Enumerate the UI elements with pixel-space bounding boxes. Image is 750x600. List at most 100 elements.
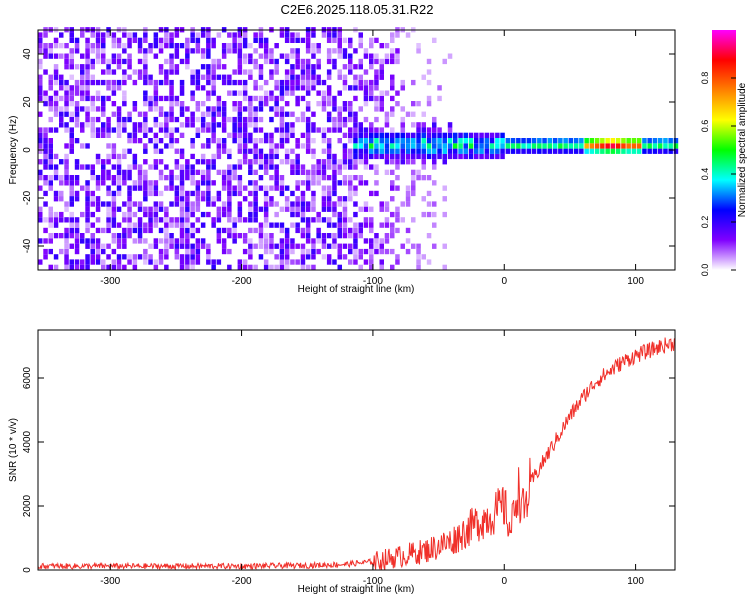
spectrogram-cell — [358, 74, 363, 80]
spectrogram-cell — [153, 259, 159, 265]
spectrogram-cell — [316, 180, 321, 186]
spectrogram-cell — [200, 143, 206, 149]
spectrogram-cell — [311, 248, 316, 255]
spectrogram-cell — [342, 143, 348, 149]
spectrogram-cell — [316, 217, 321, 223]
spectrogram-cell — [358, 233, 363, 239]
spectrogram-cell — [64, 53, 69, 59]
spectrogram-cell — [48, 43, 53, 49]
spectrogram-cell — [353, 201, 358, 207]
spectrogram-cell — [316, 233, 321, 239]
spectrogram-cell — [584, 148, 589, 154]
spectrogram-cell — [158, 227, 164, 234]
spectrogram-cell — [374, 153, 379, 160]
spectrogram-cell — [321, 201, 327, 207]
spectrogram-cell — [206, 164, 211, 170]
spectrogram-cell — [284, 148, 290, 154]
spectrogram-cell — [369, 164, 374, 170]
spectrogram-cell — [242, 122, 248, 128]
x-tick-label: 0 — [501, 576, 507, 587]
spectrogram-cell — [106, 190, 111, 197]
spectrogram-cell — [211, 116, 216, 123]
spectrogram-cell — [279, 227, 285, 234]
spectrogram-cell — [153, 79, 159, 86]
spectrogram-cell — [321, 95, 327, 102]
spectrogram-cell — [295, 259, 300, 265]
spectrogram-cell — [143, 79, 148, 86]
spectrogram-cell — [127, 259, 132, 265]
spectrogram-cell — [348, 185, 353, 191]
spectrogram-cell — [106, 85, 111, 91]
spectrogram-cell — [106, 122, 111, 128]
spectrogram-cell — [453, 138, 458, 144]
spectrogram-cell — [652, 143, 658, 149]
spectrogram-cell — [263, 233, 269, 239]
spectrogram-cell — [111, 43, 117, 49]
spectrogram-cell — [279, 138, 285, 144]
spectrogram-cell — [169, 101, 174, 107]
spectrogram-cell — [384, 90, 390, 96]
spectrogram-cell — [237, 48, 243, 54]
spectrogram-cell — [337, 264, 342, 270]
spectrogram-cell — [143, 159, 148, 165]
spectrogram-cell — [594, 148, 600, 154]
spectrogram-cell — [158, 190, 164, 197]
spectrogram-cell — [127, 74, 132, 80]
spectrogram-cell — [174, 164, 180, 170]
spectrogram-cell — [74, 111, 80, 117]
spectrogram-cell — [337, 164, 342, 170]
spectrogram-cell — [253, 159, 258, 165]
spectrogram-cell — [64, 43, 69, 49]
spectrogram-cell — [432, 127, 437, 133]
spectrogram-cell — [237, 127, 243, 133]
spectrogram-cell — [153, 148, 159, 154]
spectrogram-cell — [248, 138, 253, 144]
spectrogram-cell — [158, 159, 164, 165]
spectrogram-cell — [85, 48, 90, 54]
spectrogram-cell — [263, 95, 269, 102]
spectrogram-cell — [263, 196, 269, 202]
spectrogram-cell — [305, 32, 311, 38]
spectrogram-cell — [137, 185, 143, 191]
spectrogram-cell — [221, 127, 227, 133]
spectrogram-cell — [305, 58, 311, 65]
spectrogram-cell — [200, 85, 206, 91]
spectrogram-cell — [95, 201, 101, 207]
spectrogram-cell — [90, 211, 95, 218]
spectrogram-cell — [116, 153, 122, 160]
spectrogram-cell — [379, 243, 384, 249]
spectrogram-cell — [227, 196, 232, 202]
spectrogram-cell — [106, 254, 111, 260]
spectrogram-cell — [59, 106, 64, 112]
spectrogram-cell — [237, 101, 243, 107]
spectrogram-cell — [558, 143, 563, 149]
spectrogram-cell — [232, 32, 237, 38]
spectrogram-cell — [111, 79, 117, 86]
spectrogram-cell — [279, 190, 285, 197]
spectrogram-cell — [521, 138, 526, 144]
spectrogram-cell — [122, 116, 127, 123]
spectrogram-cell — [353, 127, 358, 133]
spectrogram-cell — [148, 227, 153, 234]
spectrogram-cell — [190, 37, 195, 43]
spectrogram-cell — [74, 122, 80, 128]
spectrogram-cell — [200, 196, 206, 202]
spectrogram-cell — [305, 101, 311, 107]
spectrogram-cell — [169, 222, 174, 228]
spectrogram-cell — [316, 101, 321, 107]
spectrogram-cell — [300, 264, 306, 270]
spectrogram-cell — [143, 169, 148, 175]
spectrogram-cell — [479, 148, 484, 154]
spectrogram-cell — [353, 148, 358, 154]
spectrogram-cell — [321, 206, 327, 212]
spectrogram-cell — [116, 264, 122, 270]
spectrogram-cell — [358, 32, 363, 38]
spectrogram-cell — [206, 190, 211, 197]
spectrogram-cell — [190, 111, 195, 117]
spectrogram-cell — [69, 190, 74, 197]
spectrogram-cell — [390, 127, 395, 133]
spectrogram-cell — [190, 164, 195, 170]
spectrogram-cell — [206, 64, 211, 70]
spectrogram-cell — [526, 143, 532, 149]
